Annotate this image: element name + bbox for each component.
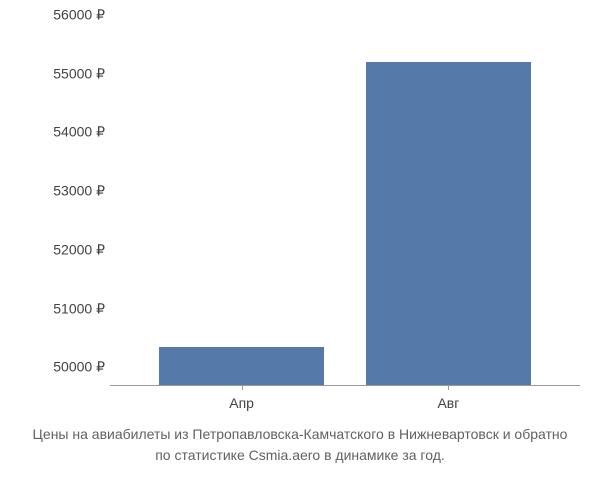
- y-axis-label: 55000 ₽: [53, 65, 105, 82]
- plot-area: [110, 15, 580, 385]
- price-chart: Цены на авиабилеты из Петропавловска-Кам…: [0, 0, 600, 500]
- y-axis-label: 53000 ₽: [53, 183, 105, 200]
- y-axis-label: 54000 ₽: [53, 124, 105, 141]
- y-axis-label: 51000 ₽: [53, 300, 105, 317]
- y-axis-label: 52000 ₽: [53, 241, 105, 258]
- caption-line-1: Цены на авиабилеты из Петропавловска-Кам…: [0, 424, 600, 445]
- bar: [366, 62, 531, 385]
- x-axis-label: Авг: [437, 395, 459, 411]
- x-axis-label: Апр: [229, 395, 254, 411]
- x-axis-line: [110, 385, 580, 386]
- x-tick: [242, 385, 243, 390]
- caption-line-2: по статистике Csmia.aero в динамике за г…: [0, 445, 600, 466]
- bar: [159, 347, 324, 385]
- x-tick: [448, 385, 449, 390]
- y-axis-label: 50000 ₽: [53, 359, 105, 376]
- y-axis-label: 56000 ₽: [53, 7, 105, 24]
